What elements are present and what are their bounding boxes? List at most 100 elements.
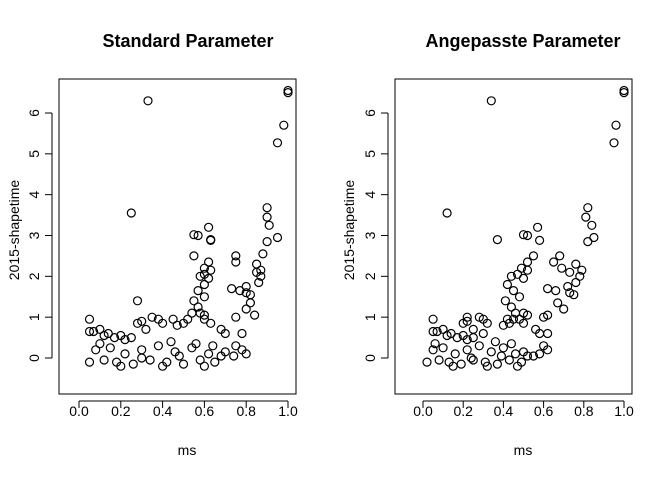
data-point xyxy=(538,312,549,322)
data-point xyxy=(132,296,143,306)
data-point xyxy=(492,235,502,245)
data-point xyxy=(548,257,559,267)
data-point xyxy=(557,263,567,273)
data-point xyxy=(145,355,155,365)
x-tick-label: 1.0 xyxy=(614,403,634,419)
data-point xyxy=(84,357,95,367)
data-point xyxy=(231,312,241,322)
data-point xyxy=(508,286,519,296)
x-tick-label: 1.0 xyxy=(278,403,298,419)
data-point xyxy=(206,235,216,245)
data-point xyxy=(474,341,484,351)
y-tick-label: 0 xyxy=(26,354,42,362)
data-point xyxy=(428,326,438,337)
data-point xyxy=(283,87,293,98)
data-point xyxy=(84,314,95,324)
data-point xyxy=(245,298,255,308)
data-point xyxy=(506,302,516,312)
data-point xyxy=(450,349,460,359)
data-point xyxy=(532,222,543,232)
y-tick-label: 1 xyxy=(26,313,42,321)
data-point xyxy=(442,208,452,218)
data-point xyxy=(258,249,268,259)
data-point xyxy=(581,212,591,222)
data-point xyxy=(452,333,462,343)
chart-title: Standard Parameter xyxy=(102,31,273,51)
x-tick-label: 0.6 xyxy=(534,403,554,419)
data-point xyxy=(227,284,237,294)
data-point xyxy=(474,312,484,322)
data-point xyxy=(137,345,147,355)
data-point xyxy=(126,208,136,218)
data-point xyxy=(264,220,274,230)
data-point xyxy=(569,290,579,300)
data-point xyxy=(430,339,440,349)
data-point xyxy=(534,328,545,339)
y-tick-label: 2 xyxy=(362,272,378,280)
data-point xyxy=(128,359,138,369)
data-point xyxy=(241,288,251,298)
data-point xyxy=(434,355,444,365)
data-point xyxy=(486,96,496,106)
data-point xyxy=(502,314,512,324)
data-point xyxy=(216,351,226,361)
x-tick-label: 0.4 xyxy=(153,403,173,419)
data-point xyxy=(583,203,593,213)
x-tick-label: 0.0 xyxy=(413,403,433,419)
plot-frame xyxy=(58,78,297,395)
data-point xyxy=(204,257,214,267)
data-point xyxy=(120,335,130,345)
data-point xyxy=(438,343,448,353)
data-point xyxy=(199,361,209,371)
y-tick-label: 6 xyxy=(26,109,42,117)
y-tick-label: 5 xyxy=(26,150,42,158)
data-point xyxy=(490,337,500,347)
data-point xyxy=(522,310,533,320)
data-point xyxy=(189,296,199,306)
data-point xyxy=(528,351,539,361)
data-point xyxy=(534,235,545,245)
y-tick-label: 5 xyxy=(362,150,378,158)
data-point xyxy=(256,271,266,281)
data-point xyxy=(199,314,209,324)
data-point xyxy=(231,251,241,261)
data-point xyxy=(518,318,529,328)
data-point xyxy=(158,361,168,371)
data-point xyxy=(206,265,216,275)
data-point xyxy=(542,345,553,355)
data-point xyxy=(609,138,619,148)
x-axis-label: ms xyxy=(178,442,197,458)
data-point xyxy=(193,230,203,241)
data-point xyxy=(241,281,251,292)
data-point xyxy=(468,324,478,334)
data-point xyxy=(229,351,239,361)
y-tick-label: 4 xyxy=(26,191,42,199)
data-point xyxy=(446,328,456,339)
x-tick-label: 0.8 xyxy=(236,403,256,419)
data-point xyxy=(486,347,496,357)
data-point xyxy=(528,251,539,261)
data-point xyxy=(563,281,573,292)
data-point xyxy=(428,345,438,355)
data-point xyxy=(189,230,199,240)
data-point xyxy=(466,353,476,363)
data-point xyxy=(587,220,597,230)
data-point xyxy=(262,237,272,247)
data-point xyxy=(103,328,113,339)
data-point xyxy=(153,341,163,351)
data-point xyxy=(199,263,209,273)
data-point xyxy=(542,284,553,294)
data-point xyxy=(204,222,214,232)
x-axis-label: ms xyxy=(514,442,533,458)
data-point xyxy=(99,355,109,365)
data-point xyxy=(231,257,241,267)
data-point xyxy=(448,361,458,371)
data-point xyxy=(204,273,214,283)
data-point xyxy=(462,345,472,355)
data-point xyxy=(166,337,176,347)
data-point xyxy=(178,318,189,328)
data-point xyxy=(482,361,492,371)
data-point xyxy=(518,273,529,283)
data-point xyxy=(553,298,563,308)
data-point xyxy=(237,328,247,339)
